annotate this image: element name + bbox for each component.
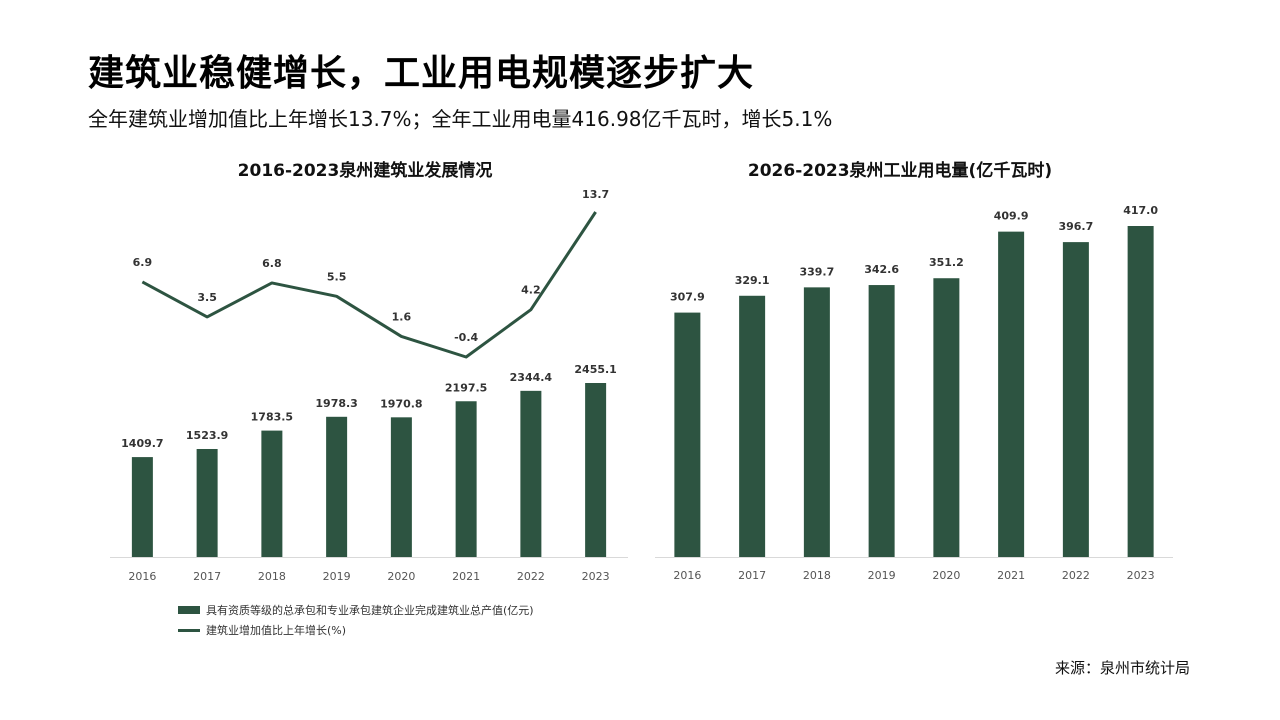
legend-item-growth: 建筑业增加值比上年增长(%) [178, 622, 346, 638]
bar-label-2017: 1523.9 [186, 429, 228, 442]
legend-growth-label: 建筑业增加值比上年增长(%) [206, 624, 347, 637]
tick-label-2022: 2022 [1062, 569, 1090, 582]
construction-chart: 1409.7 2016 1523.9 2017 1783.5 2018 1978.3 2019… [110, 188, 628, 583]
line-label-2021: -0.4 [454, 331, 478, 344]
bar-2017 [196, 448, 218, 557]
tick-label-2022: 2022 [517, 570, 545, 583]
bar-2019 [326, 416, 348, 557]
bar-2023 [585, 383, 607, 557]
tick-label-2018: 2018 [258, 570, 286, 583]
tick-label-2023: 2023 [582, 570, 610, 583]
bar-label-2023: 417.0 [1123, 204, 1158, 217]
page-title: 建筑业稳健增长，工业用电规模逐步扩大 [88, 53, 755, 94]
legend-item-output: 具有资质等级的总承包和专业承包建筑企业完成建筑业总产值(亿元) [178, 602, 534, 618]
bar-label-2017: 329.1 [735, 274, 770, 287]
bar-2023 [1127, 226, 1154, 557]
tick-label-2023: 2023 [1127, 569, 1155, 582]
line-label-2023: 13.7 [582, 188, 609, 201]
line-label-2018: 6.8 [262, 257, 282, 270]
line-label-2016: 6.9 [133, 256, 153, 269]
bar-label-2016: 307.9 [670, 291, 705, 304]
tick-label-2021: 2021 [997, 569, 1025, 582]
bar-label-2018: 339.7 [799, 265, 834, 278]
legend-output-label: 具有资质等级的总承包和专业承包建筑企业完成建筑业总产值(亿元) [206, 604, 534, 617]
bar-2022 [520, 390, 542, 557]
bar-2018 [261, 430, 283, 557]
bar-2016 [674, 312, 701, 557]
bar-label-2022: 396.7 [1058, 220, 1093, 233]
tick-label-2017: 2017 [738, 569, 766, 582]
bar-2017 [739, 295, 766, 557]
tick-label-2016: 2016 [673, 569, 701, 582]
bar-label-2019: 342.6 [864, 263, 899, 276]
tick-label-2020: 2020 [387, 570, 415, 583]
legend-bar-swatch [178, 606, 200, 614]
bar-2018 [803, 287, 830, 557]
electricity-chart-title: 2026-2023泉州工业用电量(亿千瓦时) [747, 161, 1053, 181]
source-note: 来源：泉州市统计局 [1054, 659, 1190, 677]
legend-line-swatch [178, 628, 200, 632]
tick-label-2019: 2019 [323, 570, 351, 583]
bar-label-2020: 351.2 [929, 256, 964, 269]
electricity-chart: 307.9 2016 329.1 2017 339.7 2018 342.6 2019 351.… [655, 204, 1173, 582]
page-subtitle: 全年建筑业增加值比上年增长13.7%；全年工业用电量416.98亿千瓦时，增长5… [88, 107, 833, 131]
bar-2020 [390, 417, 412, 557]
construction-chart-title: 2016-2023泉州建筑业发展情况 [237, 161, 493, 181]
tick-label-2016: 2016 [128, 570, 156, 583]
bar-2020 [933, 278, 960, 557]
tick-label-2021: 2021 [452, 570, 480, 583]
bar-label-2018: 1783.5 [251, 411, 293, 424]
bar-2021 [455, 401, 477, 557]
line-label-2020: 1.6 [392, 310, 412, 323]
bar-label-2019: 1978.3 [315, 397, 357, 410]
tick-label-2020: 2020 [932, 569, 960, 582]
line-label-2022: 4.2 [521, 284, 541, 297]
bar-2019 [868, 285, 895, 557]
bar-label-2021: 409.9 [994, 210, 1029, 223]
tick-label-2018: 2018 [803, 569, 831, 582]
growth-line [141, 211, 597, 359]
tick-label-2017: 2017 [193, 570, 221, 583]
line-label-2017: 3.5 [197, 291, 217, 304]
bar-2016 [131, 457, 153, 557]
tick-label-2019: 2019 [868, 569, 896, 582]
bar-2021 [998, 231, 1025, 557]
bar-label-2023: 2455.1 [574, 363, 616, 376]
line-label-2019: 5.5 [327, 270, 347, 283]
bar-label-2016: 1409.7 [121, 437, 163, 450]
bar-label-2020: 1970.8 [380, 397, 422, 410]
bar-label-2021: 2197.5 [445, 381, 487, 394]
bar-2022 [1062, 242, 1089, 557]
bar-label-2022: 2344.4 [510, 371, 553, 384]
